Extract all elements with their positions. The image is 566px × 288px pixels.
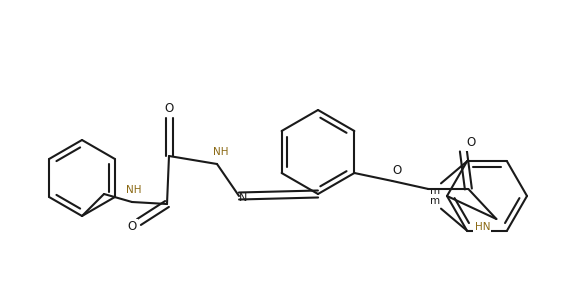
Text: O: O xyxy=(393,164,402,177)
Text: O: O xyxy=(127,221,136,234)
Text: m: m xyxy=(430,186,440,196)
Text: O: O xyxy=(467,137,476,149)
Text: HN: HN xyxy=(475,222,490,232)
Text: N: N xyxy=(239,193,247,203)
Text: NH: NH xyxy=(213,147,229,157)
Text: NH: NH xyxy=(126,185,142,195)
Text: O: O xyxy=(164,101,174,115)
Text: m: m xyxy=(430,196,440,206)
